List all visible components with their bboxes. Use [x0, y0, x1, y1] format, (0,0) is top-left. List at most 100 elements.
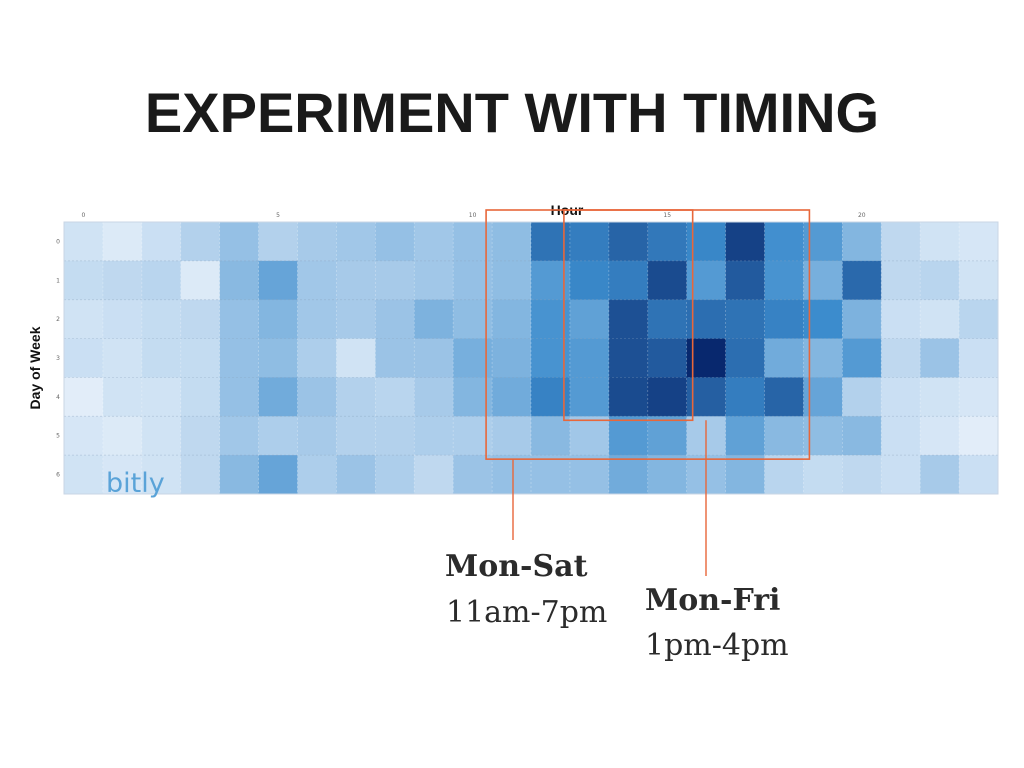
- heatmap-cell: [764, 222, 804, 262]
- heatmap-cell: [102, 260, 143, 301]
- heatmap-cell: [180, 299, 221, 340]
- heatmap-cell: [647, 299, 688, 340]
- y-tick-label: 1: [56, 277, 60, 284]
- heatmap-cell: [647, 455, 688, 495]
- heatmap-cell: [647, 260, 688, 301]
- heatmap-cell: [141, 260, 182, 301]
- axis-ticks: 0 5 10 15 20 0 1 2 3 4 5 6: [56, 212, 866, 479]
- heatmap-cell: [608, 260, 649, 301]
- heatmap-cell: [725, 338, 765, 378]
- heatmap-cell: [608, 222, 649, 262]
- heatmap-cell: [336, 377, 376, 417]
- heatmap-cell: [569, 455, 610, 495]
- heatmap-cell: [608, 338, 649, 378]
- heatmap-cell: [336, 416, 376, 456]
- heatmap-cell: [219, 338, 260, 378]
- heatmap-cell: [219, 222, 260, 262]
- heatmap-cell: [881, 260, 921, 301]
- heatmap-cell: [297, 222, 337, 262]
- heatmap-cell: [764, 260, 804, 301]
- heatmap-cell: [842, 338, 882, 378]
- heatmap-cell: [492, 416, 532, 456]
- heatmap-cell: [959, 416, 999, 456]
- heatmap-cell: [102, 377, 143, 417]
- heatmap-cell: [608, 377, 649, 417]
- heatmap-cell: [647, 416, 688, 456]
- heatmap-cell: [881, 455, 921, 495]
- heatmap-cell: [297, 455, 337, 495]
- heatmap-cell: [920, 377, 960, 417]
- heatmap-cell: [608, 455, 649, 495]
- heatmap-cell: [647, 222, 688, 262]
- heatmap-cell: [375, 222, 415, 262]
- annotation-boxes: [485, 209, 811, 576]
- heatmap-cell: [64, 338, 104, 378]
- heatmap-cell: [102, 299, 143, 340]
- heatmap-cell: [141, 338, 182, 378]
- heatmap-cell: [881, 416, 921, 456]
- heatmap-cell: [297, 299, 337, 340]
- heatmap-cell: [725, 416, 765, 456]
- heatmap-cell: [219, 260, 260, 301]
- heatmap-cell: [336, 338, 376, 378]
- heatmap-cell: [375, 299, 415, 340]
- y-tick-label: 2: [56, 316, 60, 323]
- x-tick-label: 15: [663, 212, 671, 219]
- heatmap-cell: [297, 338, 337, 378]
- heatmap-grid: [63, 221, 999, 495]
- bitly-logo: bitly: [106, 468, 165, 499]
- annotation-box: [563, 209, 694, 422]
- heatmap-cell: [608, 416, 649, 456]
- heatmap-cell: [258, 455, 298, 495]
- heatmap-cell: [102, 222, 143, 262]
- heatmap-cell: [180, 260, 221, 301]
- heatmap-cell: [920, 260, 960, 301]
- heatmap-cell: [842, 260, 882, 301]
- heatmap-cell: [492, 377, 532, 417]
- heatmap-cell: [414, 416, 454, 456]
- heatmap-cell: [764, 455, 804, 495]
- heatmap-cell: [219, 299, 260, 340]
- heatmap-cell: [725, 260, 765, 301]
- heatmap-cell: [920, 416, 960, 456]
- heatmap-cell: [180, 416, 221, 456]
- heatmap-cells: [64, 222, 999, 495]
- heatmap-cell: [414, 338, 454, 378]
- heatmap-cell: [920, 455, 960, 495]
- heatmap-cell: [569, 260, 610, 301]
- heatmap-cell: [725, 222, 765, 262]
- heatmap-cell: [959, 455, 999, 495]
- heatmap-cell: [725, 299, 765, 340]
- heatmap-cell: [375, 455, 415, 495]
- heatmap-cell: [375, 260, 415, 301]
- heatmap-cell: [608, 299, 649, 340]
- heatmap-cell: [959, 377, 999, 417]
- heatmap-cell: [764, 377, 804, 417]
- heatmap-cell: [375, 377, 415, 417]
- heatmap-cell: [881, 377, 921, 417]
- heatmap-cell: [881, 299, 921, 340]
- heatmap-cell: [920, 299, 960, 340]
- heatmap-cell: [258, 338, 298, 378]
- heatmap-cell: [842, 222, 882, 262]
- x-tick-label: 0: [82, 212, 86, 219]
- heatmap-cell: [258, 260, 298, 301]
- y-tick-label: 3: [56, 355, 60, 362]
- heatmap-cell: [141, 455, 182, 495]
- heatmap-cell: [842, 416, 882, 456]
- heatmap-cell: [141, 377, 182, 417]
- y-tick-label: 4: [56, 394, 60, 401]
- heatmap-cell: [219, 416, 260, 456]
- heatmap-cell: [414, 222, 454, 262]
- heatmap-cell: [336, 299, 376, 340]
- heatmap-cell: [258, 377, 298, 417]
- heatmap-cell: [297, 377, 337, 417]
- heatmap-cell: [64, 416, 104, 456]
- heatmap-cell: [336, 222, 376, 262]
- heatmap-cell: [180, 222, 221, 262]
- heatmap-cell: [141, 416, 182, 456]
- annotation-mon-sat-subtitle: 11am-7pm: [446, 595, 608, 630]
- heatmap-cell: [180, 377, 221, 417]
- heatmap-cell: [64, 299, 104, 340]
